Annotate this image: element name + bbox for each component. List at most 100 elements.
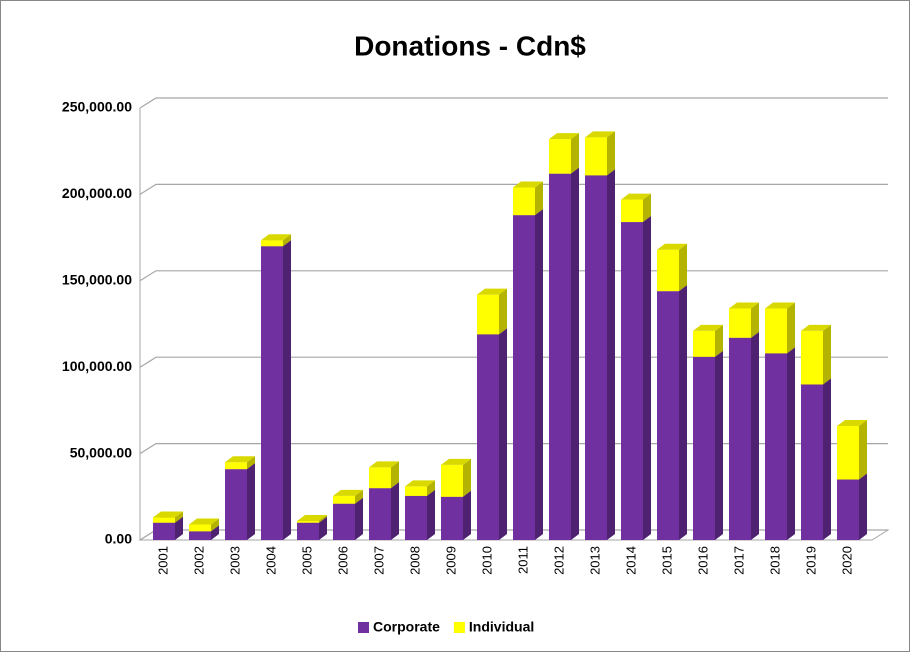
x-tick-label: 2002 — [191, 546, 206, 575]
x-tick-label: 2008 — [407, 546, 422, 575]
bar-side — [283, 240, 291, 541]
bar-top — [549, 133, 579, 140]
bar-side — [211, 518, 219, 532]
bar-side — [571, 167, 579, 540]
bar-side — [823, 324, 831, 385]
bar-side — [715, 324, 723, 357]
bar — [297, 520, 319, 523]
bar — [333, 495, 355, 504]
bar-top — [729, 302, 759, 309]
bar — [441, 496, 463, 540]
bar-side — [643, 193, 651, 223]
bar — [765, 353, 787, 540]
bar-side — [751, 302, 759, 338]
bar-side — [175, 516, 183, 540]
bar-side — [859, 473, 867, 540]
bar-side — [175, 511, 183, 523]
x-tick-label: 2010 — [479, 546, 494, 575]
legend-label: Corporate — [373, 619, 440, 635]
bar-side — [391, 461, 399, 489]
x-tick-label: 2001 — [155, 546, 170, 575]
x-tick-label: 2012 — [551, 546, 566, 575]
bar — [729, 308, 751, 338]
bar-top — [621, 193, 651, 200]
bar — [477, 294, 499, 335]
bar-top — [261, 234, 291, 241]
x-tick-label: 2014 — [623, 546, 638, 575]
bar — [801, 330, 823, 385]
bar-side — [499, 328, 507, 540]
bar — [549, 173, 571, 540]
bar-top — [477, 288, 507, 295]
grid-line — [139, 183, 888, 195]
bar — [369, 488, 391, 540]
bar-top — [513, 181, 543, 188]
bar-side — [823, 378, 831, 540]
legend-label: Individual — [469, 619, 534, 635]
bar-top — [333, 489, 363, 496]
bar — [693, 330, 715, 357]
y-tick-label: 150,000.00 — [62, 272, 132, 288]
bar — [441, 464, 463, 497]
bar-top — [657, 243, 687, 250]
bar — [657, 291, 679, 540]
bar — [261, 246, 283, 541]
bar-side — [607, 131, 615, 176]
bar-side — [355, 489, 363, 504]
bar-side — [355, 497, 363, 540]
bar-side — [679, 243, 687, 292]
bar-side — [643, 216, 651, 540]
bar-side — [571, 133, 579, 174]
bar-top — [693, 324, 723, 331]
bar-side — [319, 514, 327, 523]
bar — [657, 249, 679, 292]
bar — [513, 187, 535, 216]
bar-side — [283, 234, 291, 247]
bar — [153, 517, 175, 523]
x-tick-label: 2016 — [695, 546, 710, 575]
bar-top — [369, 461, 399, 468]
bar-side — [715, 350, 723, 540]
bar — [693, 356, 715, 540]
x-tick-label: 2013 — [587, 546, 602, 575]
bar — [477, 334, 499, 540]
bar — [405, 495, 427, 540]
bar — [549, 139, 571, 174]
bar — [621, 222, 643, 540]
bar — [801, 384, 823, 540]
x-tick-label: 2015 — [659, 546, 674, 575]
bar-side — [859, 419, 867, 480]
x-tick-label: 2007 — [371, 546, 386, 575]
bar-side — [499, 288, 507, 335]
bar-top — [765, 302, 795, 309]
bar-top — [801, 324, 831, 331]
bar — [585, 137, 607, 176]
bar-side — [391, 482, 399, 540]
x-tick-label: 2009 — [443, 546, 458, 575]
bar-side — [751, 331, 759, 540]
bar-side — [211, 525, 219, 540]
bar-side — [463, 490, 471, 540]
bar-side — [247, 456, 255, 470]
bar-side — [535, 181, 543, 216]
x-tick-label: 2017 — [731, 546, 746, 575]
bar — [189, 531, 211, 540]
bar — [765, 308, 787, 354]
bar-side — [679, 285, 687, 540]
bar — [837, 479, 859, 540]
bar — [837, 425, 859, 480]
x-tick-label: 2020 — [839, 546, 854, 575]
bar-side — [427, 480, 435, 496]
x-tick-label: 2019 — [803, 546, 818, 575]
bar — [369, 467, 391, 489]
x-tick-label: 2004 — [263, 546, 278, 575]
bar-side — [427, 489, 435, 540]
grid-line — [139, 97, 888, 109]
bar-side — [319, 516, 327, 540]
bar — [225, 469, 247, 540]
chart-title: Donations - Cdn$ — [354, 30, 586, 61]
x-tick-label: 2011 — [515, 546, 530, 574]
bar — [225, 462, 247, 470]
bar-top — [441, 458, 471, 465]
